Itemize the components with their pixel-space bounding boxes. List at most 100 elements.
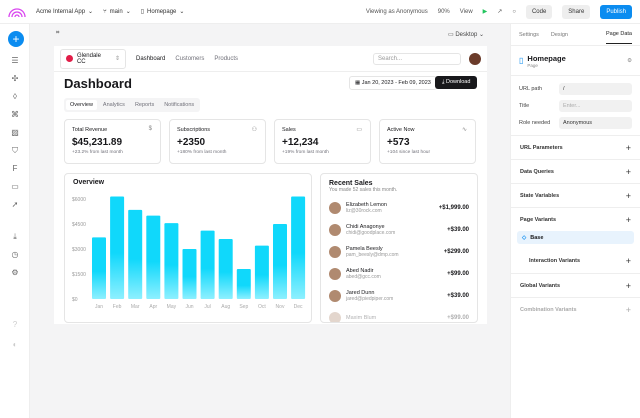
avatar[interactable] — [469, 52, 481, 65]
plus-icon[interactable]: + — [625, 214, 631, 225]
nav-dashboard[interactable]: Dashboard — [136, 55, 166, 62]
title-input[interactable]: Enter... — [559, 99, 632, 112]
section-combination-variants[interactable]: Combination Variants + — [511, 297, 640, 321]
tab-design[interactable]: Design — [550, 31, 568, 38]
y-tick-label: $0 — [72, 297, 78, 303]
card-value: $45,231.89 — [72, 137, 123, 148]
customer-name: Chidi Anagonye — [346, 224, 385, 230]
code-button[interactable]: Code — [525, 4, 553, 19]
bar-may[interactable] — [164, 223, 179, 299]
bar-oct[interactable] — [254, 245, 269, 299]
bar-jun[interactable] — [182, 249, 197, 299]
theme-icon[interactable]: ◐ — [12, 340, 18, 349]
card-value: +573 — [387, 137, 410, 148]
plus-icon[interactable]: + — [625, 190, 631, 201]
section-data-queries[interactable]: Data Queries + — [511, 159, 640, 183]
variant-base[interactable]: ◇ Base — [517, 231, 634, 244]
x-tick-label: Oct — [258, 304, 266, 310]
play-icon[interactable]: ▶ — [482, 9, 488, 15]
bar-apr[interactable] — [146, 215, 161, 299]
frame-icon[interactable]: ⌗ — [56, 30, 60, 36]
help-icon[interactable]: ? — [12, 320, 18, 329]
x-tick-label: Dec — [294, 304, 303, 310]
team-switcher[interactable]: Glendale CC ⇕ — [60, 48, 126, 69]
bar-sep[interactable] — [236, 269, 251, 299]
card-sub: +19% from last month — [282, 150, 329, 155]
history-icon[interactable]: ◷ — [11, 250, 19, 259]
y-tick-label: $4500 — [72, 222, 86, 228]
gear-icon[interactable]: ⚙ — [627, 57, 632, 64]
x-tick-label: Sep — [239, 304, 248, 310]
plus-icon[interactable]: + — [625, 304, 631, 315]
nav-customers[interactable]: Customers — [175, 55, 205, 62]
integrations-icon[interactable]: ⌘ — [11, 110, 19, 119]
search-input[interactable]: Search... — [373, 52, 461, 65]
section-global-variants[interactable]: Global Variants + — [511, 273, 640, 297]
tab-overview[interactable]: Overview — [66, 100, 97, 110]
bar-mar[interactable] — [128, 209, 143, 299]
publish-button[interactable]: Publish — [600, 4, 632, 19]
customer-avatar — [329, 224, 341, 236]
bar-aug[interactable] — [218, 239, 233, 299]
comment-icon[interactable]: ○ — [512, 8, 516, 15]
interaction-variants[interactable]: Interaction Variants + — [511, 249, 640, 273]
tab-settings[interactable]: Settings — [519, 31, 539, 38]
url-path-input[interactable]: / — [559, 82, 632, 95]
bar-feb[interactable] — [110, 196, 125, 300]
media-icon[interactable]: ▭ — [11, 182, 19, 191]
section-state-variables[interactable]: State Variables + — [511, 183, 640, 207]
field-label: Role needed — [519, 119, 551, 126]
tab-reports[interactable]: Reports — [134, 102, 155, 108]
title-field: Title Enter... — [511, 97, 640, 114]
fonts-icon[interactable]: F — [12, 164, 18, 173]
card-sub: +104 since last hour — [387, 150, 431, 155]
section-url-parameters[interactable]: URL Parameters + — [511, 135, 640, 159]
nav-products[interactable]: Products — [214, 55, 239, 62]
role-select[interactable]: Anonymous — [559, 116, 632, 129]
plus-icon[interactable]: + — [625, 142, 631, 153]
page-selector[interactable]: ▯ Homepage ⌄ — [140, 8, 185, 16]
zoom-dropdown[interactable]: 90% — [437, 8, 450, 15]
viewing-as-dropdown[interactable]: Viewing as Anonymous — [365, 8, 428, 15]
plus-icon[interactable]: + — [625, 280, 631, 291]
tab-page-data[interactable]: Page Data — [606, 25, 632, 44]
bar-nov[interactable] — [273, 224, 287, 299]
view-dropdown[interactable]: View — [459, 8, 473, 15]
settings-icon[interactable]: ⚙ — [11, 268, 19, 277]
sale-row: Pamela Beesly pam_beesly@dmp.com +$299.00 — [329, 241, 469, 263]
bar-jul[interactable] — [200, 230, 215, 299]
components-icon[interactable]: ✣ — [11, 74, 19, 83]
outline-icon[interactable]: ☰ — [11, 56, 19, 65]
plus-icon[interactable]: + — [625, 256, 631, 266]
date-range-picker[interactable]: ▦ Jan 20, 2023 - Feb 09, 2023 — [349, 76, 437, 90]
rocket-icon[interactable]: ➚ — [11, 200, 19, 209]
tokens-icon[interactable]: ◊ — [13, 92, 17, 101]
import-icon[interactable]: ⤓ — [13, 232, 17, 241]
url-path-field: URL path / — [511, 80, 640, 97]
plus-icon[interactable]: + — [625, 166, 631, 177]
page-title: Dashboard — [64, 76, 132, 91]
customer-name: Elizabeth Lemon — [346, 202, 387, 208]
bar-dec[interactable] — [291, 196, 306, 300]
y-tick-label: $6000 — [72, 197, 86, 203]
dollar-icon: $ — [148, 126, 152, 132]
branch-selector[interactable]: ⑂ main ⌄ — [103, 8, 131, 16]
card-title: Total Revenue — [72, 127, 108, 133]
overview-chart: $0 $1500 $3000 $4500 $6000 Jan Feb Mar Apr May Jun… — [72, 196, 306, 310]
share-button[interactable]: Share — [562, 4, 591, 19]
download-label: Download — [445, 79, 471, 85]
sale-amount: +$99.00 — [447, 271, 469, 277]
app-selector[interactable]: Acme Internal App ⌄ — [36, 8, 94, 16]
add-icon[interactable]: + — [8, 31, 24, 47]
bar-jan[interactable] — [92, 237, 106, 299]
team-name: Glendale CC — [76, 52, 101, 65]
card-subscriptions: Subscriptions ⚇ +2350 +180% from last month — [169, 119, 266, 164]
open-external-icon[interactable]: ↗ — [497, 9, 503, 15]
shield-icon[interactable]: ⛉ — [12, 146, 18, 155]
tab-notifications[interactable]: Notifications — [164, 102, 195, 108]
section-page-variants[interactable]: Page Variants + — [511, 207, 640, 231]
images-icon[interactable]: ▨ — [11, 128, 19, 137]
tab-analytics[interactable]: Analytics — [102, 102, 125, 108]
download-button[interactable]: ⤓ Download — [435, 76, 478, 89]
device-selector[interactable]: ▭ Desktop ⌄ — [448, 32, 485, 38]
